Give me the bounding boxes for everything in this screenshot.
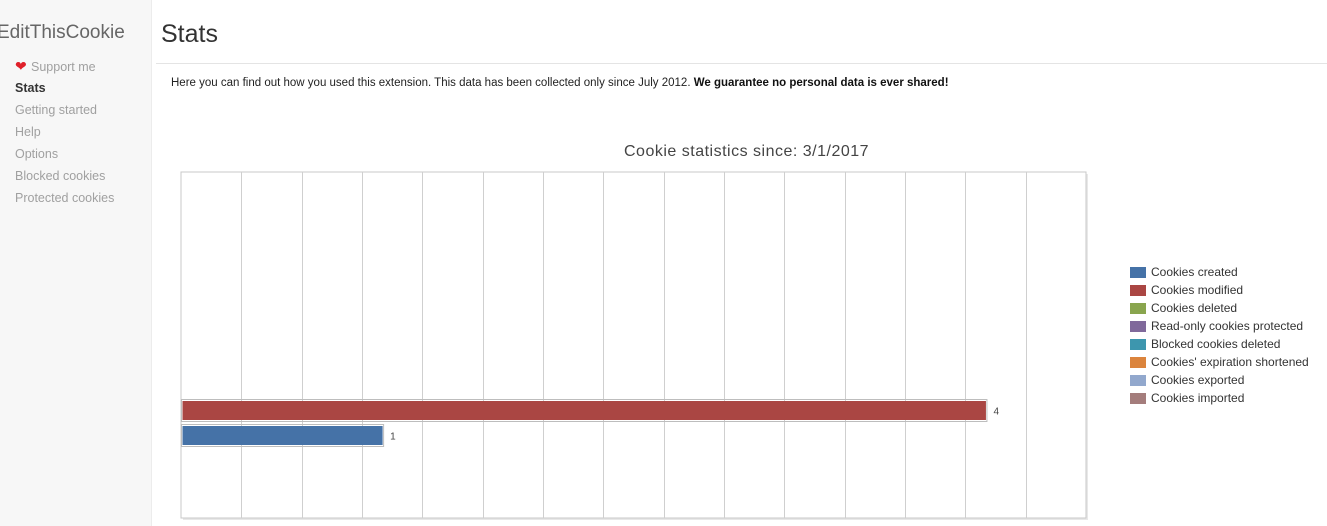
bar-cookies-created: [182, 426, 383, 445]
intro-text: Here you can find out how you used this …: [171, 77, 949, 89]
title-divider: [156, 63, 1327, 64]
legend-item[interactable]: Cookies' expiration shortened: [1130, 353, 1309, 371]
legend-swatch: [1130, 284, 1146, 296]
bar-value-label: 1: [390, 432, 396, 443]
sidebar-item-blocked-cookies[interactable]: Blocked cookies: [15, 169, 106, 183]
legend-label: Cookies deleted: [1151, 301, 1238, 315]
sidebar-item-label: Support me: [31, 60, 96, 74]
plot-frame: [180, 171, 1087, 519]
bar-outline: [181, 424, 385, 447]
bar-cookies-modified: [182, 401, 986, 420]
stats-chart: 41: [180, 171, 1088, 520]
legend-label: Cookies modified: [1151, 283, 1244, 297]
legend-item[interactable]: Cookies created: [1130, 263, 1309, 281]
legend-item[interactable]: Cookies imported: [1130, 389, 1309, 407]
legend-item[interactable]: Read-only cookies protected: [1130, 317, 1309, 335]
legend-item[interactable]: Cookies modified: [1130, 281, 1309, 299]
legend-label: Cookies imported: [1151, 391, 1245, 405]
sidebar-item-stats[interactable]: Stats: [15, 81, 46, 95]
legend-swatch: [1130, 266, 1146, 278]
legend-label: Cookies exported: [1151, 373, 1245, 387]
legend-label: Cookies' expiration shortened: [1151, 355, 1309, 369]
legend-label: Blocked cookies deleted: [1151, 337, 1281, 351]
sidebar-item-options[interactable]: Options: [15, 147, 59, 161]
sidebar-item-protected-cookies[interactable]: Protected cookies: [15, 191, 115, 205]
heart-icon: ❤: [15, 58, 27, 74]
sidebar-nav: ❤ Support me Stats Getting started Help O…: [15, 57, 114, 211]
page-title: Stats: [161, 20, 218, 48]
legend-label: Read-only cookies protected: [1151, 319, 1304, 333]
legend-item[interactable]: Blocked cookies deleted: [1130, 335, 1309, 353]
legend-label: Cookies created: [1151, 265, 1238, 279]
legend-swatch: [1130, 302, 1146, 314]
bar-outline: [181, 399, 988, 422]
legend-swatch: [1130, 356, 1146, 368]
intro-sentence: Here you can find out how you used this …: [171, 77, 694, 89]
chart-title: Cookie statistics since: 3/1/2017: [624, 143, 870, 160]
legend-swatch: [1130, 392, 1146, 404]
chart-legend: Cookies created Cookies modified Cookies d…: [1130, 263, 1309, 407]
main-content: Stats Here you can find out how you used…: [153, 0, 1327, 526]
legend-item[interactable]: Cookies exported: [1130, 371, 1309, 389]
sidebar-item-getting-started[interactable]: Getting started: [15, 103, 97, 117]
sidebar: EditThisCookie ❤ Support me Stats Getting…: [0, 0, 152, 526]
intro-guarantee: We guarantee no personal data is ever sh…: [693, 77, 949, 89]
legend-swatch: [1130, 374, 1146, 386]
sidebar-item-support-me[interactable]: ❤ Support me: [15, 57, 114, 79]
legend-swatch: [1130, 320, 1146, 332]
legend-item[interactable]: Cookies deleted: [1130, 299, 1309, 317]
sidebar-item-help[interactable]: Help: [15, 125, 41, 139]
app-brand: EditThisCookie: [0, 22, 125, 43]
legend-swatch: [1130, 338, 1146, 350]
bar-value-label: 4: [993, 407, 999, 418]
